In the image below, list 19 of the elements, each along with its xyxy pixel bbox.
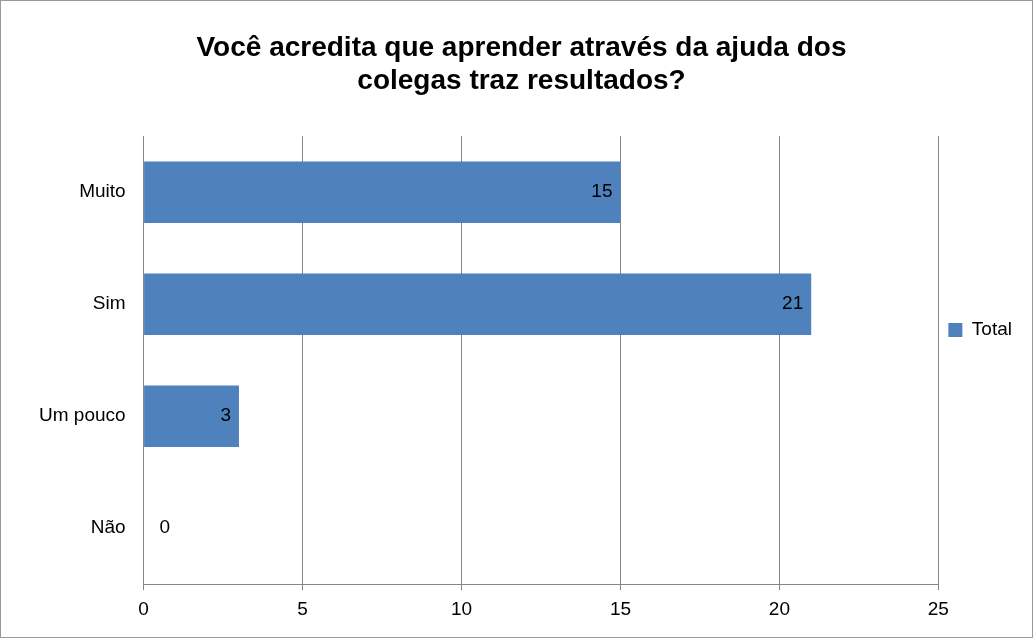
x-tick-label: 15 [609, 597, 632, 619]
x-tick-label: 5 [297, 597, 308, 619]
bar [144, 385, 239, 447]
x-tick-label: 0 [138, 597, 149, 619]
bar [144, 161, 621, 223]
bar [144, 273, 812, 335]
x-tick-label: 10 [450, 597, 473, 619]
data-label: 15 [591, 180, 613, 202]
y-tick-label: Não [90, 516, 126, 538]
y-tick-label: Um pouco [38, 404, 126, 426]
data-label: 0 [159, 516, 171, 538]
data-label: 21 [782, 292, 804, 314]
x-tick-label: 25 [927, 597, 949, 619]
chart-title: Você acredita que aprender através da ajuda dos colegas traz resultados? [196, 30, 847, 96]
y-tick-label: Sim [92, 292, 126, 314]
data-label: 3 [220, 404, 231, 426]
x-tick-label: 20 [768, 597, 790, 619]
y-tick-label: Muito [79, 180, 126, 202]
legend-label: Total [971, 318, 1013, 340]
